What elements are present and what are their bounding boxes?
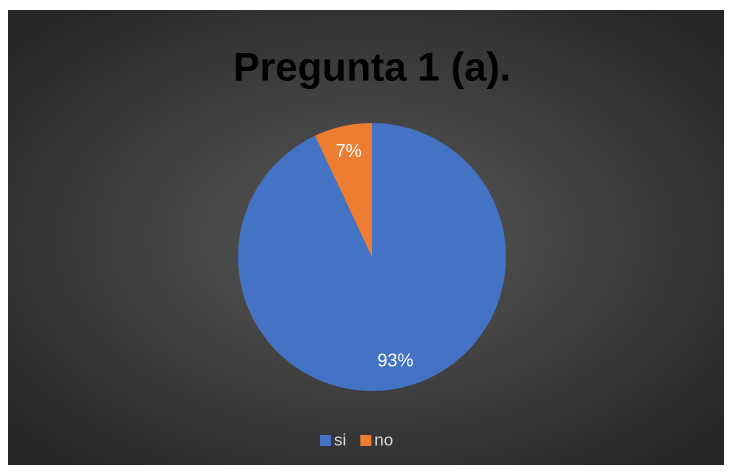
chart-title: Pregunta 1 (a). xyxy=(233,46,511,90)
legend-label: si xyxy=(334,430,346,449)
legend-swatch xyxy=(320,435,331,446)
data-label: 93% xyxy=(377,350,413,370)
legend-swatch xyxy=(360,435,372,446)
data-label: 7% xyxy=(336,141,362,161)
pie-slice xyxy=(314,123,372,257)
legend-label: no xyxy=(374,430,393,449)
